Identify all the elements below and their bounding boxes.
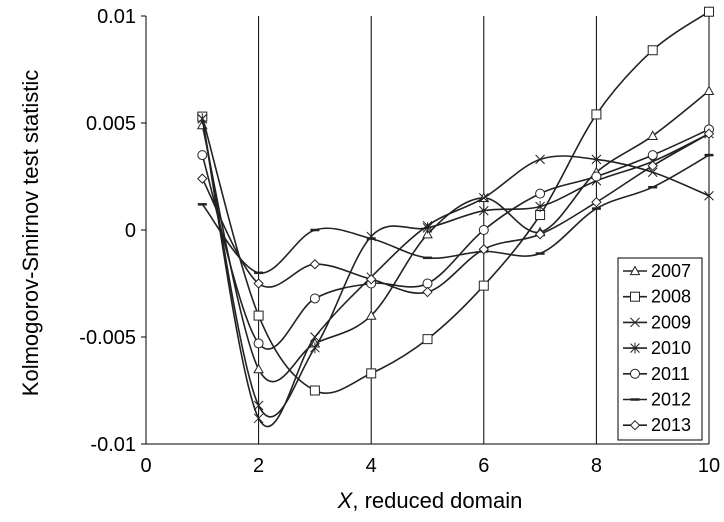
data-point-2010 (535, 200, 545, 212)
data-point-2013 (591, 196, 602, 208)
data-point-2011 (591, 171, 602, 182)
data-point-2011 (422, 278, 433, 289)
x-axis-title-rest: , reduced domain (352, 488, 522, 513)
y-tick-label: 0 (125, 220, 136, 242)
axes (141, 15, 709, 445)
data-point-2013 (534, 229, 546, 240)
y-axis-title: Kolmogorov-Smirnov test statistic (18, 70, 43, 396)
data-point-2013 (422, 286, 433, 298)
data-point-2008 (253, 310, 264, 321)
legend-item-2010: 2010 (623, 338, 691, 358)
series-line-2013 (201, 133, 710, 294)
data-point-2009 (535, 154, 545, 165)
series-line-2010 (201, 118, 710, 418)
legend-items: 2007 2008 2009 2010 2011 2012 2013 (623, 261, 691, 435)
legend-label: 2009 (651, 312, 691, 332)
data-point-2010 (197, 113, 208, 125)
data-point-2010 (310, 342, 320, 354)
series-2011 (197, 124, 714, 350)
legend-item-2011: 2011 (623, 364, 690, 384)
series-line-2009 (201, 118, 710, 428)
data-point-2011 (478, 225, 489, 235)
y-tick-label: -0.005 (79, 327, 136, 349)
y-tick-label: 0.01 (97, 6, 136, 28)
legend-item-2012: 2012 (623, 390, 691, 410)
data-point-2013 (253, 278, 264, 289)
data-point-2009 (704, 190, 714, 201)
x-tick-label: 10 (698, 455, 720, 477)
data-point-2008 (422, 334, 433, 345)
legend-marker (630, 317, 640, 328)
series-2008 (197, 6, 714, 396)
legend-label: 2012 (651, 390, 691, 410)
data-point-2010 (422, 222, 433, 234)
legend-label: 2008 (651, 287, 691, 307)
data-point-2009 (310, 332, 320, 342)
legend-marker (629, 419, 641, 431)
legend-label: 2010 (651, 338, 691, 358)
data-point-2013 (703, 128, 715, 139)
y-tick-label: -0.01 (90, 434, 136, 456)
x-tick-label: 6 (478, 455, 489, 477)
legend-label: 2013 (651, 415, 691, 435)
data-point-2009 (478, 193, 489, 203)
x-tick-label: 0 (140, 455, 151, 477)
series-line-2012 (201, 154, 710, 274)
data-point-2011 (197, 150, 208, 161)
data-point-2008 (704, 6, 714, 17)
data-point-2009 (647, 167, 658, 178)
y-tick-label: 0.005 (86, 113, 136, 135)
data-point-2008 (591, 109, 602, 120)
legend: 2007 2008 2009 2010 2011 2012 2013 (617, 257, 703, 441)
legend-marker (630, 342, 640, 354)
data-point-2008 (478, 280, 489, 291)
legend-marker (629, 265, 641, 276)
data-point-2011 (647, 150, 658, 161)
data-point-2010 (478, 205, 489, 217)
legend-label: 2007 (651, 261, 691, 281)
data-point-2010 (253, 399, 264, 411)
data-point-2007 (365, 310, 377, 320)
legend-item-2007: 2007 (623, 261, 691, 281)
tick-labels: -0.01 -0.005 0 0.005 0.01 0 2 4 6 8 10 (79, 6, 720, 477)
x-axis-title: X, reduced domain (337, 488, 523, 513)
x-tick-label: 4 (366, 455, 377, 477)
x-axis-title-var: X (337, 488, 354, 513)
legend-marker (630, 368, 640, 379)
data-point-2008 (309, 385, 320, 396)
data-point-2013 (309, 259, 321, 270)
data-point-2007 (703, 85, 715, 95)
series-2013 (197, 128, 715, 298)
data-point-2011 (309, 293, 320, 304)
data-point-2007 (647, 130, 659, 140)
legend-marker (630, 291, 640, 302)
x-tick-label: 8 (591, 455, 602, 477)
data-point-2013 (647, 160, 658, 172)
data-point-2013 (478, 244, 490, 255)
data-point-2011 (253, 338, 264, 349)
data-point-2007 (422, 228, 433, 239)
data-point-2013 (365, 274, 377, 285)
data-point-2009 (253, 413, 264, 424)
data-point-2008 (647, 45, 658, 56)
series-2012 (197, 153, 714, 275)
data-point-2011 (535, 188, 546, 199)
series-layer (196, 6, 715, 428)
legend-box (617, 257, 703, 441)
data-point-2007 (253, 363, 264, 374)
legend-item-2009: 2009 (623, 312, 691, 332)
legend-label: 2011 (651, 364, 690, 384)
data-point-2008 (366, 368, 377, 379)
legend-item-2008: 2008 (623, 287, 691, 307)
data-point-2013 (197, 173, 208, 184)
legend-item-2013: 2013 (623, 415, 691, 435)
x-tick-label: 2 (253, 455, 264, 477)
data-point-2009 (591, 154, 602, 165)
